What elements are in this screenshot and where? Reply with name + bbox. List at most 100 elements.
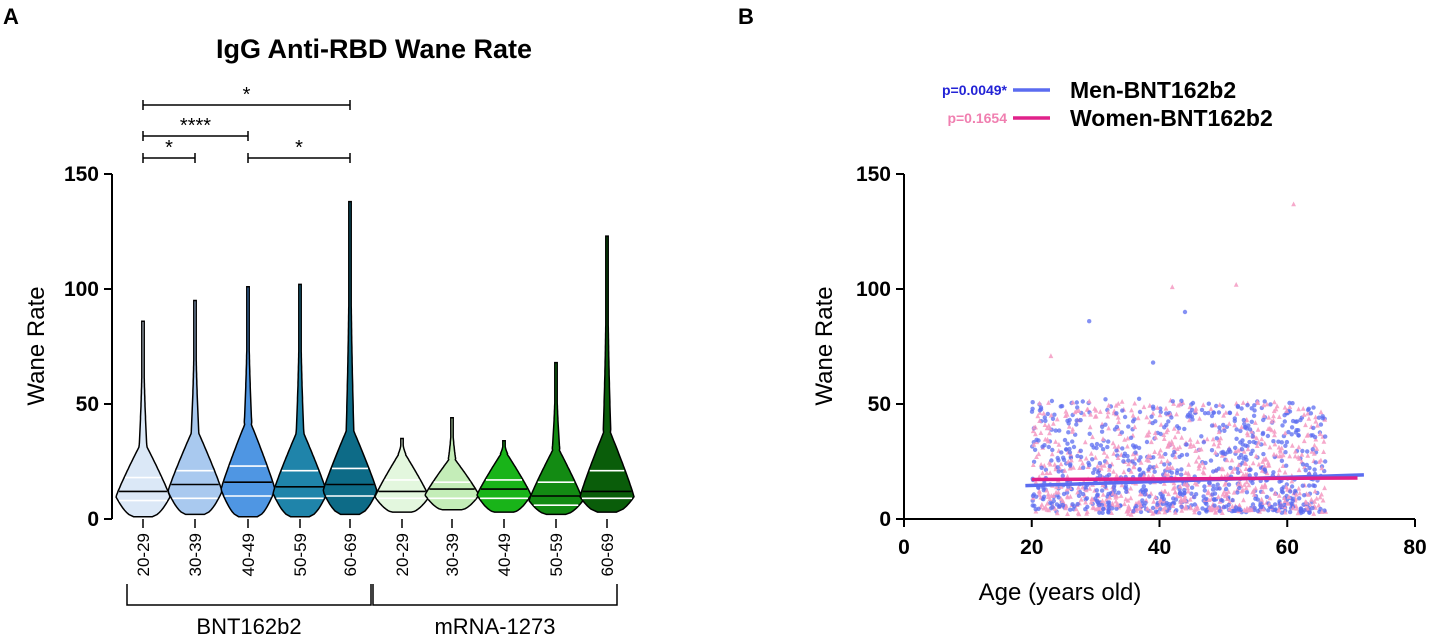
point-women [1196,462,1202,468]
point-women [1090,434,1095,440]
point-women [1175,402,1181,408]
point-women [1101,449,1107,455]
point-men [1237,485,1242,491]
point-women [1130,451,1136,457]
point-men [1204,509,1209,514]
point-men [1080,491,1086,497]
legend-p-value: p=0.1654 [947,110,1007,126]
point-men [1144,439,1150,445]
point-women [1220,491,1226,497]
x-tick-label: 30-39 [443,533,462,576]
point-men [1222,428,1227,433]
point-women [1063,505,1069,511]
point-men [1312,483,1318,489]
point-women [1148,508,1154,513]
point-men [1049,458,1054,463]
point-men [1134,503,1139,509]
point-men [1202,488,1208,493]
point-women [1235,447,1241,453]
point-men [1048,500,1053,505]
point-women [1182,493,1188,499]
point-women [1315,422,1320,428]
point-women [1244,479,1250,485]
point-women [1282,430,1288,436]
point-men [1262,399,1267,404]
point-women [1172,434,1178,440]
point-men [1032,447,1038,452]
point-women [1070,426,1076,432]
point-men [1179,472,1184,477]
point-men [1190,417,1195,422]
point-women [1294,505,1300,511]
point-men [1313,460,1318,465]
point-women [1106,425,1111,431]
point-men [1247,467,1252,473]
point-men [1223,504,1229,509]
point-women [1276,493,1282,498]
point-women [1303,422,1308,428]
point-men [1087,462,1092,468]
point-women [1319,465,1325,471]
point-women [1049,451,1055,457]
point-men [1279,458,1285,463]
point-men [1242,421,1247,427]
point-men [1244,490,1250,495]
point-men [1184,452,1190,457]
point-men [1294,419,1300,424]
point-women [1130,412,1136,418]
point-men [1298,506,1304,511]
violin-BNT162b2-50-59 [272,283,328,518]
point-men [1078,454,1084,460]
point-women [1056,441,1062,447]
point-women [1105,409,1111,415]
point-women [1047,470,1053,475]
point-women [1306,492,1311,497]
legend-label: Men-BNT162b2 [1070,77,1236,103]
point-men [1199,407,1205,413]
point-women [1179,496,1184,502]
point-men [1202,411,1208,416]
point-men [1174,470,1180,476]
point-women [1127,506,1133,512]
point-women [1222,481,1228,487]
point-men [1120,408,1125,413]
point-men [1131,509,1136,514]
point-women [1309,449,1315,454]
point-men [1050,447,1055,453]
point-women [1312,498,1317,504]
point-women [1254,435,1260,441]
point-men [1211,469,1216,474]
point-men [1264,494,1270,500]
point-women [1273,406,1279,412]
point-women [1187,437,1193,442]
point-men [1289,484,1295,489]
x-tick-label-b: 40 [1148,536,1171,559]
point-men [1233,445,1238,450]
point-women [1076,408,1082,413]
point-men [1303,468,1308,473]
legend-label: Women-BNT162b2 [1070,105,1273,131]
point-women [1234,410,1240,416]
point-women [1205,488,1211,494]
point-women [1289,478,1295,484]
point-women [1150,473,1156,478]
point-women [1316,502,1322,508]
point-women [1155,405,1160,410]
point-men [1217,425,1222,430]
point-men [1280,490,1286,495]
point-men [1262,467,1267,472]
point-women [1170,441,1175,447]
point-women [1040,470,1045,476]
point-women [1193,448,1198,453]
sig-label: * [243,84,251,106]
point-men [1307,510,1312,515]
point-men [1318,422,1324,427]
point-men [1283,450,1288,455]
point-women [1255,400,1261,405]
x-tick-label: 40-49 [239,533,258,576]
point-women [1106,402,1112,408]
point-men [1286,429,1291,435]
point-women [1107,494,1113,500]
point-women [1054,510,1060,516]
point-women [1244,508,1249,513]
